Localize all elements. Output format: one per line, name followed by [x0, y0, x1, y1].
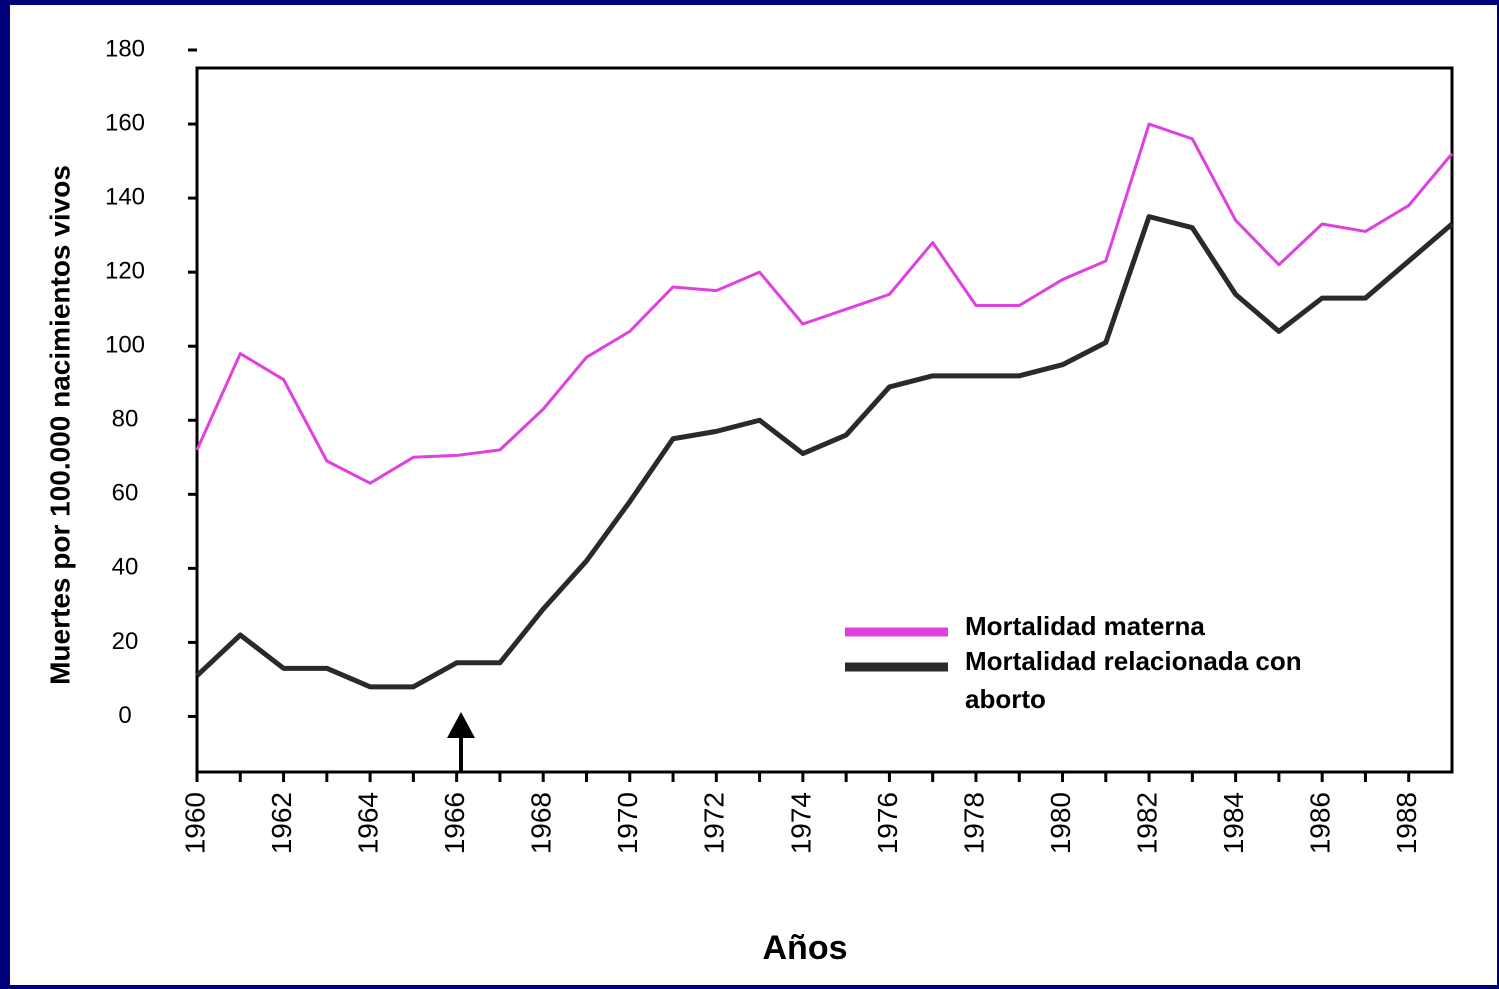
x-tick-label: 1960 [179, 792, 210, 854]
y-tick-label: 80 [112, 406, 139, 433]
x-tick-label: 1978 [958, 792, 989, 854]
y-axis-label: Muertes por 100.000 nacimientos vivos [44, 165, 75, 685]
y-tick-label: 100 [105, 332, 145, 359]
arrow [447, 712, 475, 772]
x-tick-label: 1988 [1391, 792, 1422, 854]
x-tick-label: 1970 [612, 792, 643, 854]
background [10, 5, 1497, 985]
x-tick-label: 1968 [526, 792, 557, 854]
x-axis-label: Años [763, 929, 848, 967]
x-tick-label: 1982 [1131, 792, 1162, 854]
y-tick-label: 40 [112, 554, 139, 581]
x-tick-label: 1976 [872, 792, 903, 854]
x-tick-label: 1962 [266, 792, 297, 854]
x-tick-label: 1972 [699, 792, 730, 854]
y-tick-label: 160 [105, 109, 145, 136]
x-tick-label: 1984 [1218, 792, 1249, 854]
y-tick-label: 120 [105, 257, 145, 284]
x-tick-label: 1964 [352, 792, 383, 854]
series-line [195, 122, 1454, 485]
x-tick-label: 1980 [1045, 792, 1076, 854]
y-tick-label: 140 [105, 183, 145, 210]
legend-label: Mortalidad materna [965, 611, 1205, 641]
x-tick-label: 1966 [439, 792, 470, 854]
legend-label: Mortalidad relacionada con aborto [965, 646, 1302, 714]
y-tick-label: 180 [105, 35, 145, 62]
y-tick-label: 20 [112, 628, 139, 655]
y-tick-label: 60 [112, 480, 139, 507]
y-tick-label: 0 [118, 702, 131, 729]
x-tick-label: 1986 [1305, 792, 1336, 854]
series-line [195, 214, 1454, 690]
x-tick-label: 1974 [785, 792, 816, 854]
